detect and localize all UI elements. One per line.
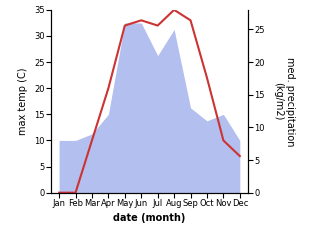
Y-axis label: max temp (C): max temp (C) xyxy=(18,67,28,135)
X-axis label: date (month): date (month) xyxy=(113,213,186,224)
Y-axis label: med. precipitation
(kg/m2): med. precipitation (kg/m2) xyxy=(273,57,295,146)
